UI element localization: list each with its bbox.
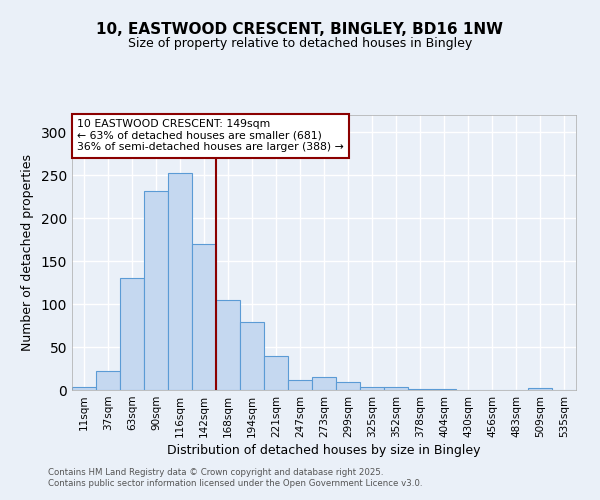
Bar [360, 386, 384, 390]
Bar [336, 382, 360, 390]
Bar [120, 278, 144, 390]
Bar [72, 386, 96, 390]
Bar [144, 190, 168, 390]
Bar [312, 377, 336, 390]
Bar [96, 371, 120, 390]
Bar [432, 389, 456, 390]
Bar [168, 174, 192, 390]
Bar [192, 244, 216, 390]
Bar [408, 389, 432, 390]
Bar [288, 380, 312, 390]
X-axis label: Distribution of detached houses by size in Bingley: Distribution of detached houses by size … [167, 444, 481, 457]
Bar [216, 300, 240, 390]
Text: 10 EASTWOOD CRESCENT: 149sqm
← 63% of detached houses are smaller (681)
36% of s: 10 EASTWOOD CRESCENT: 149sqm ← 63% of de… [77, 119, 344, 152]
Y-axis label: Number of detached properties: Number of detached properties [21, 154, 34, 351]
Text: 10, EASTWOOD CRESCENT, BINGLEY, BD16 1NW: 10, EASTWOOD CRESCENT, BINGLEY, BD16 1NW [97, 22, 503, 38]
Text: Size of property relative to detached houses in Bingley: Size of property relative to detached ho… [128, 38, 472, 51]
Bar [264, 356, 288, 390]
Bar [240, 322, 264, 390]
Bar [384, 386, 408, 390]
Bar [528, 388, 552, 390]
Text: Contains HM Land Registry data © Crown copyright and database right 2025.
Contai: Contains HM Land Registry data © Crown c… [48, 468, 422, 487]
